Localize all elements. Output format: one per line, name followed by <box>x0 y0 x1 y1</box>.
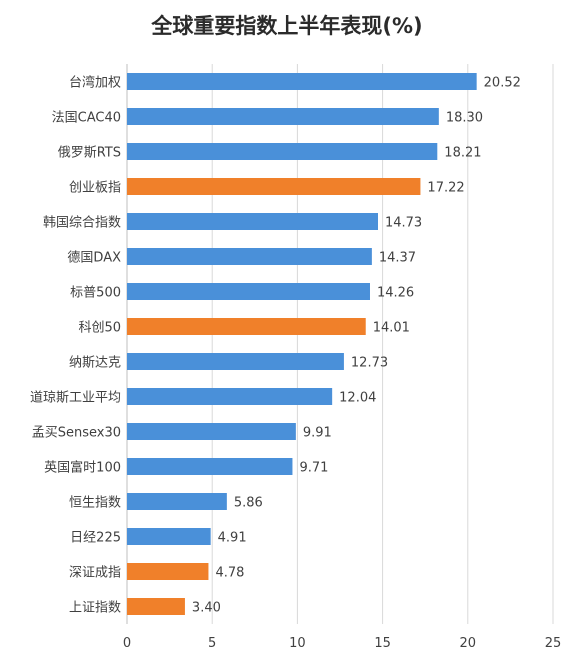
category-label: 科创50 <box>78 321 121 336</box>
value-label: 9.71 <box>299 461 328 476</box>
category-label: 恒生指数 <box>69 496 121 511</box>
category-label: 道琼斯工业平均 <box>30 391 121 406</box>
category-label: 上证指数 <box>69 601 121 616</box>
chart-title: 全球重要指数上半年表现(%) <box>151 14 423 38</box>
bar <box>127 493 227 510</box>
bar <box>127 178 421 195</box>
bar <box>127 318 366 335</box>
category-label: 日经225 <box>70 531 121 546</box>
value-label: 20.52 <box>484 76 521 91</box>
value-label: 14.37 <box>379 251 416 266</box>
bar <box>127 388 333 405</box>
category-label: 韩国综合指数 <box>43 216 121 231</box>
bar <box>127 213 378 230</box>
value-label: 4.78 <box>215 566 244 581</box>
value-label: 9.91 <box>303 426 332 441</box>
value-label: 12.04 <box>339 391 376 406</box>
value-label: 18.21 <box>444 146 481 161</box>
category-label: 俄罗斯RTS <box>58 146 121 161</box>
value-label: 4.91 <box>218 531 247 546</box>
category-label: 纳斯达克 <box>69 356 121 371</box>
bar <box>127 248 372 265</box>
bar <box>127 528 211 545</box>
x-tick-label: 25 <box>545 636 562 651</box>
category-label: 德国DAX <box>67 251 121 266</box>
bar <box>127 423 296 440</box>
category-label: 标普500 <box>70 286 121 301</box>
x-tick-label: 10 <box>289 636 306 651</box>
x-tick-label: 5 <box>208 636 216 651</box>
value-label: 12.73 <box>351 356 388 371</box>
bar <box>127 598 185 615</box>
bar <box>127 73 477 90</box>
bar <box>127 563 209 580</box>
category-label: 深证成指 <box>69 566 121 581</box>
bar <box>127 458 293 475</box>
category-label: 法国CAC40 <box>52 111 121 126</box>
value-label: 17.22 <box>427 181 464 196</box>
x-tick-label: 0 <box>123 636 131 651</box>
value-label: 14.73 <box>385 216 422 231</box>
bar <box>127 283 370 300</box>
value-label: 14.26 <box>377 286 414 301</box>
x-tick-label: 20 <box>460 636 477 651</box>
x-tick-label: 15 <box>374 636 391 651</box>
value-label: 14.01 <box>373 321 410 336</box>
bar <box>127 353 344 370</box>
category-label: 孟买Sensex30 <box>32 426 121 441</box>
category-label: 创业板指 <box>69 181 121 196</box>
value-label: 5.86 <box>234 496 263 511</box>
bar <box>127 143 438 160</box>
value-label: 3.40 <box>192 601 221 616</box>
value-label: 18.30 <box>446 111 483 126</box>
category-label: 台湾加权 <box>69 75 121 91</box>
bar <box>127 108 439 125</box>
category-label: 英国富时100 <box>44 460 121 476</box>
